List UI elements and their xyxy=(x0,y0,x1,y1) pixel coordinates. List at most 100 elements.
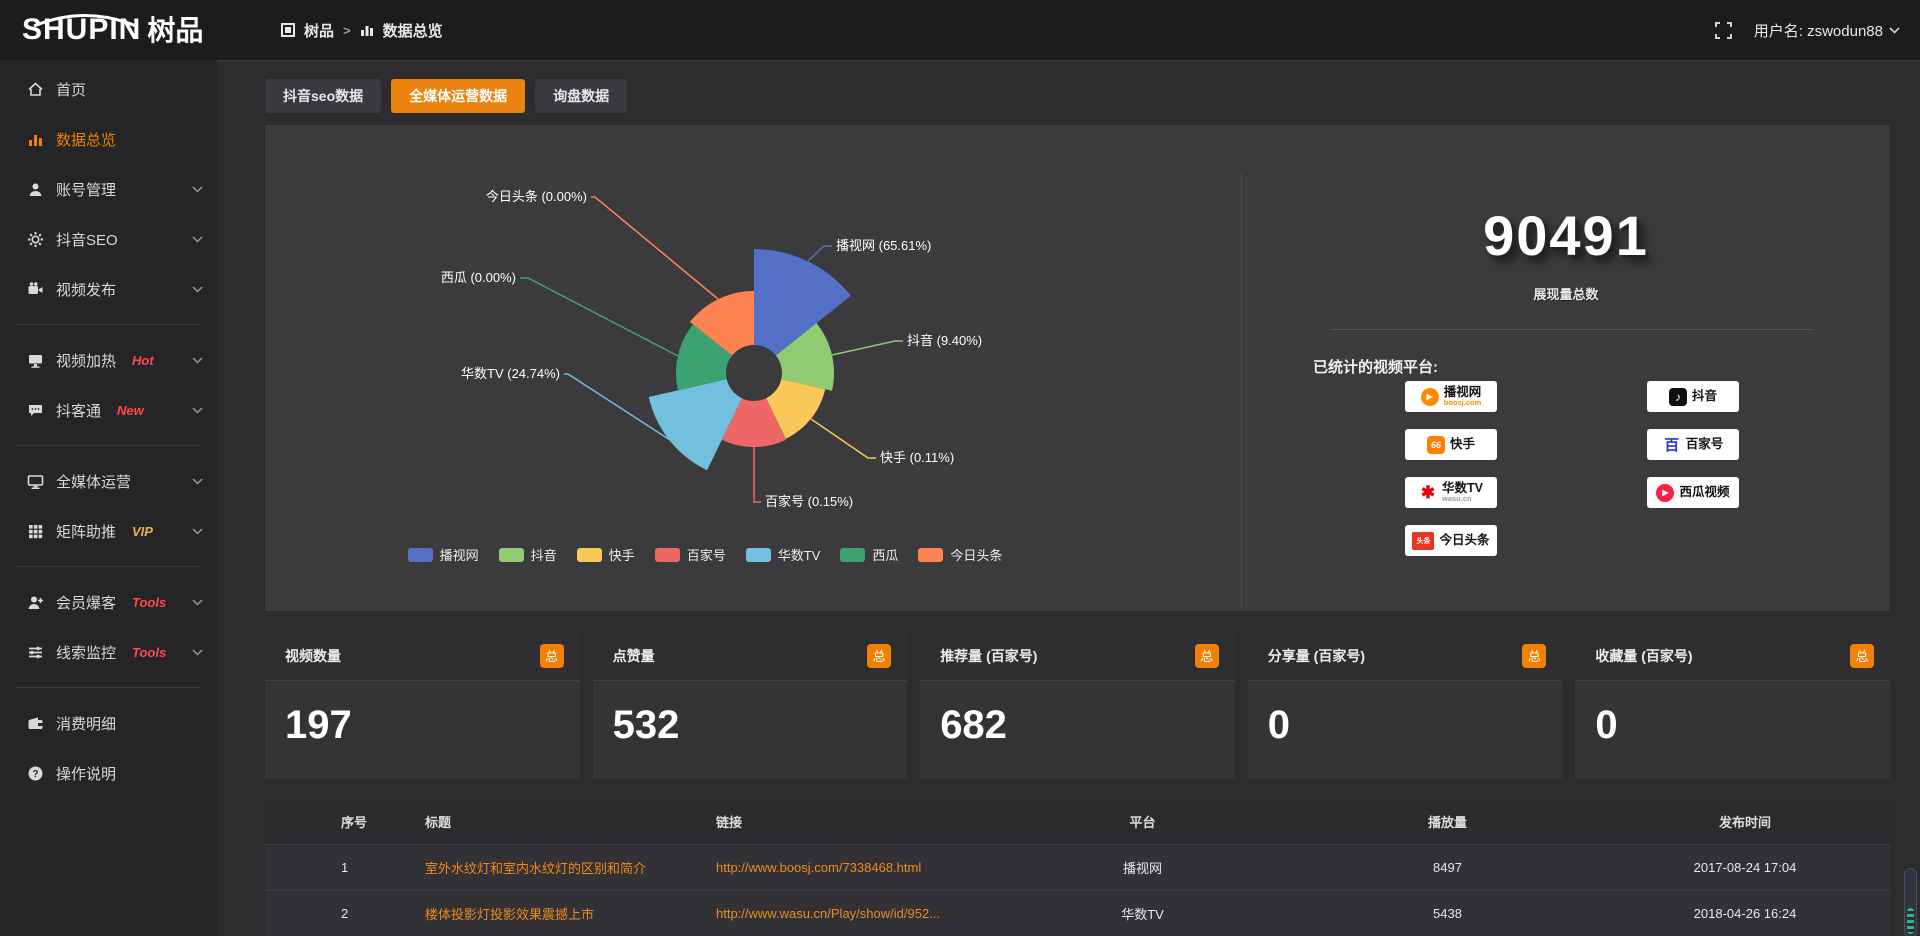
tab-3[interactable]: 询盘数据 xyxy=(535,79,628,113)
rose-slice-6[interactable] xyxy=(689,291,754,356)
sidebar-item-label: 会员爆客 xyxy=(56,594,117,612)
label-line-5 xyxy=(520,277,679,357)
total-badge: 总 xyxy=(1522,643,1547,668)
platform-name: 华数TV xyxy=(1442,480,1483,495)
chevron-down-icon xyxy=(192,406,203,414)
rose-slice-5[interactable] xyxy=(676,324,733,391)
cell-title-link[interactable]: 室外水纹灯和室内水纹灯的区别和简介 xyxy=(425,861,647,876)
card-header: 分享量 (百家号) 总 xyxy=(1247,631,1563,681)
cell-url-link[interactable]: http://www.boosj.com/7338468.html xyxy=(716,860,922,875)
rose-slice-1[interactable] xyxy=(775,323,834,391)
legend-item-5[interactable]: 华数TV xyxy=(745,545,820,564)
legend-label: 今日头条 xyxy=(950,548,1003,563)
fullscreen-icon[interactable] xyxy=(1714,21,1732,39)
legend-item-3[interactable]: 快手 xyxy=(576,545,635,564)
sidebar-item-omni-media[interactable]: 全媒体运营 xyxy=(0,456,217,506)
sidebar-item-video-heat[interactable]: 视频加热 Hot xyxy=(0,335,217,385)
sidebar-item-label: 消费明细 xyxy=(56,715,117,733)
legend-item-7[interactable]: 今日头条 xyxy=(918,545,1002,564)
sidebar-item-data-overview[interactable]: 数据总览 xyxy=(0,114,217,164)
user-menu[interactable]: 用户名: zswodun88 xyxy=(1754,20,1900,41)
chevron-down-icon xyxy=(192,527,203,535)
platform-name: 百家号 xyxy=(1685,436,1724,451)
tab-1[interactable]: 抖音seo数据 xyxy=(265,79,382,113)
video-icon xyxy=(27,281,44,298)
sidebar-item-tag: VIP xyxy=(132,523,153,539)
legend-label: 播视网 xyxy=(439,548,479,563)
platform-badge-baijiahao: 百百家号 xyxy=(1647,429,1739,460)
chevron-down-icon xyxy=(192,185,203,193)
tab-2[interactable]: 全媒体运营数据 xyxy=(391,79,526,113)
user-label: 用户名: zswodun88 xyxy=(1753,22,1883,40)
platform-name: 今日头条 xyxy=(1439,532,1490,547)
legend-item-4[interactable]: 百家号 xyxy=(654,545,726,564)
card-header: 收藏量 (百家号) 总 xyxy=(1575,631,1890,681)
sidebar-item-doketong[interactable]: 抖客通 New xyxy=(0,385,217,435)
card-value: 682 xyxy=(940,703,1007,747)
card-header: 点赞量 总 xyxy=(592,631,908,681)
table-row-2: 2 楼体投影灯投影效果震撼上市 http://www.wasu.cn/Play/sh… xyxy=(265,890,1890,936)
sidebar-item-douyin-seo[interactable]: 抖音SEO xyxy=(0,214,217,264)
rose-slice-0[interactable] xyxy=(754,249,851,356)
slice-label-5: 西瓜 (0.00%) xyxy=(441,270,516,285)
stat-card-3: 推荐量 (百家号) 总 682 xyxy=(920,631,1235,779)
legend-swatch xyxy=(498,547,524,562)
col-header-platform: 平台 xyxy=(1129,815,1156,830)
sidebar-item-consume-detail[interactable]: 消费明细 xyxy=(0,698,217,748)
rose-slice-4[interactable] xyxy=(648,379,742,471)
sidebar-item-home[interactable]: 首页 xyxy=(0,64,217,114)
chevron-down-icon xyxy=(192,285,203,293)
breadcrumb: 树品 > 数据总览 xyxy=(281,20,443,41)
card-title: 收藏量 (百家号) xyxy=(1595,647,1693,664)
sidebar-item-account-manage[interactable]: 账号管理 xyxy=(0,164,217,214)
sidebar-item-label: 账号管理 xyxy=(56,181,117,199)
platform-grid: ▶ 播视网 boosj.com 66 快手 ✱ 华数TV wasu.cn 头条 今日头条 ♪ 抖音百… xyxy=(1405,381,1835,556)
sidebar-item-matrix-boost[interactable]: 矩阵助推 VIP xyxy=(0,506,217,556)
scrollbar-thumb[interactable] xyxy=(1904,868,1917,936)
cell-time: 2017-08-24 17:04 xyxy=(1693,860,1797,875)
stat-card-4: 分享量 (百家号) 总 0 xyxy=(1247,631,1563,779)
label-line-0 xyxy=(807,245,832,262)
platform-column-left: ▶ 播视网 boosj.com 66 快手 ✱ 华数TV wasu.cn 头条 今日头条 xyxy=(1405,381,1497,556)
legend-item-2[interactable]: 抖音 xyxy=(498,545,557,564)
sidebar-item-video-publish[interactable]: 视频发布 xyxy=(0,264,217,314)
main-content: 抖音seo数据 全媒体运营数据 询盘数据 播视网 (65.61%) 抖音 (9.40%… xyxy=(217,60,1920,936)
sidebar-item-label: 操作说明 xyxy=(56,765,117,783)
col-header-num: 序号 xyxy=(341,815,368,830)
platforms-label: 已统计的视频平台: xyxy=(1313,359,1438,376)
page-scrollbar xyxy=(1903,60,1918,936)
sidebar-item-tag: Tools xyxy=(132,644,167,660)
breadcrumb-root[interactable]: 树品 xyxy=(304,22,335,40)
topbar: SHUPIN 树品 树品 > 数据总览 用户名: zswodun88 xyxy=(0,0,1920,60)
legend-swatch xyxy=(407,547,433,562)
legend-item-6[interactable]: 西瓜 xyxy=(840,545,898,564)
breadcrumb-current-icon xyxy=(360,23,374,37)
sidebar-item-tag: Tools xyxy=(132,594,167,610)
sidebar-item-label: 视频发布 xyxy=(56,281,117,299)
app-logo[interactable]: SHUPIN 树品 xyxy=(0,14,217,45)
cell-plays: 8497 xyxy=(1433,860,1462,875)
platform-name: 快手 xyxy=(1449,436,1475,451)
sidebar: 首页 数据总览账号管理抖音SEO 视频发布视频加热 Hot 抖客通 New 全媒体运营 矩阵助… xyxy=(0,60,217,936)
sidebar-item-lead-monitor[interactable]: 线索监控 Tools xyxy=(0,627,217,677)
cell-url-link[interactable]: http://www.wasu.cn/Play/show/id/952... xyxy=(716,906,940,921)
slice-label-2: 快手 (0.11%) xyxy=(880,450,954,465)
platform-badge-kuaishou: 66 快手 xyxy=(1405,429,1497,460)
card-value: 197 xyxy=(285,703,352,747)
cell-title-link[interactable]: 楼体投影灯投影效果震撼上市 xyxy=(425,907,595,922)
legend-item-1[interactable]: 播视网 xyxy=(407,545,479,564)
sidebar-item-help[interactable]: ? 操作说明 xyxy=(0,748,217,798)
impressions-total: 90491 xyxy=(1483,204,1649,267)
sidebar-item-tag: New xyxy=(117,402,144,418)
card-title: 推荐量 (百家号) xyxy=(940,647,1038,664)
table-header-row: 序号 标题 链接 平台 播放量 发布时间 xyxy=(265,799,1890,844)
rose-slice-2[interactable] xyxy=(766,379,826,439)
impressions-total-label: 展现量总数 xyxy=(1533,287,1599,302)
chevron-down-icon xyxy=(192,235,203,243)
label-line-1 xyxy=(831,340,903,356)
card-header: 视频数量 总 xyxy=(265,631,580,681)
sidebar-item-member-burst[interactable]: 会员爆客 Tools xyxy=(0,577,217,627)
rose-slice-3[interactable] xyxy=(721,398,787,448)
user-area: 用户名: zswodun88 xyxy=(1714,0,1900,60)
